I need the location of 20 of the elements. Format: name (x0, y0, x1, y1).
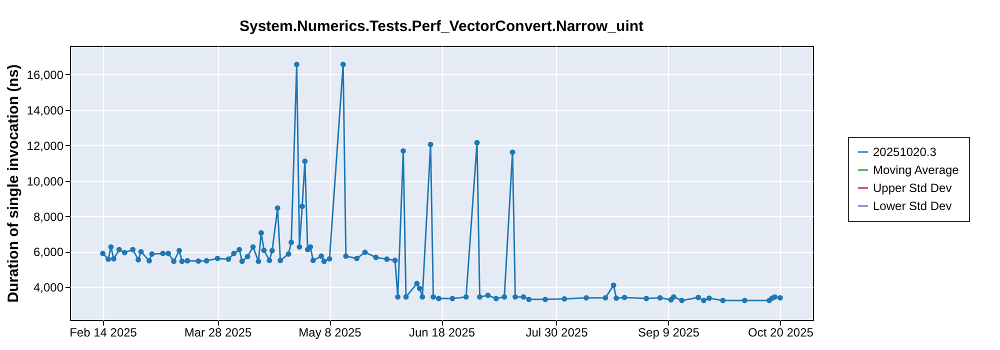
y-tick-label: 10,000 (26, 174, 64, 188)
chart-title: System.Numerics.Tests.Perf_VectorConvert.Narrow_uint (239, 18, 644, 35)
x-tick-label: Oct 20 2025 (748, 326, 814, 340)
y-tick-label: 12,000 (26, 138, 64, 153)
x-tick-label: Jul 30 2025 (526, 326, 588, 340)
legend-label: Upper Std Dev (873, 181, 952, 195)
x-tick-label: May 8 2025 (298, 326, 362, 340)
legend-label: Moving Average (873, 163, 960, 177)
y-tick-label: 16,000 (26, 68, 64, 82)
y-tick-label: 4,000 (33, 280, 64, 295)
x-tick-label: Mar 28 2025 (184, 326, 252, 340)
legend-label: 20251020.3 (873, 145, 937, 159)
x-tick-label: Sep 9 2025 (638, 326, 700, 340)
x-tick-label: Feb 14 2025 (70, 326, 138, 340)
x-tick-label: Jun 18 2025 (408, 326, 476, 340)
y-axis-title: Duration of single invocation (ns) (4, 64, 22, 303)
y-tick-label: 8,000 (33, 210, 64, 224)
y-tick-label: 14,000 (26, 103, 64, 118)
legend-label: Lower Std Dev (873, 199, 952, 213)
y-tick-label: 6,000 (33, 245, 64, 260)
